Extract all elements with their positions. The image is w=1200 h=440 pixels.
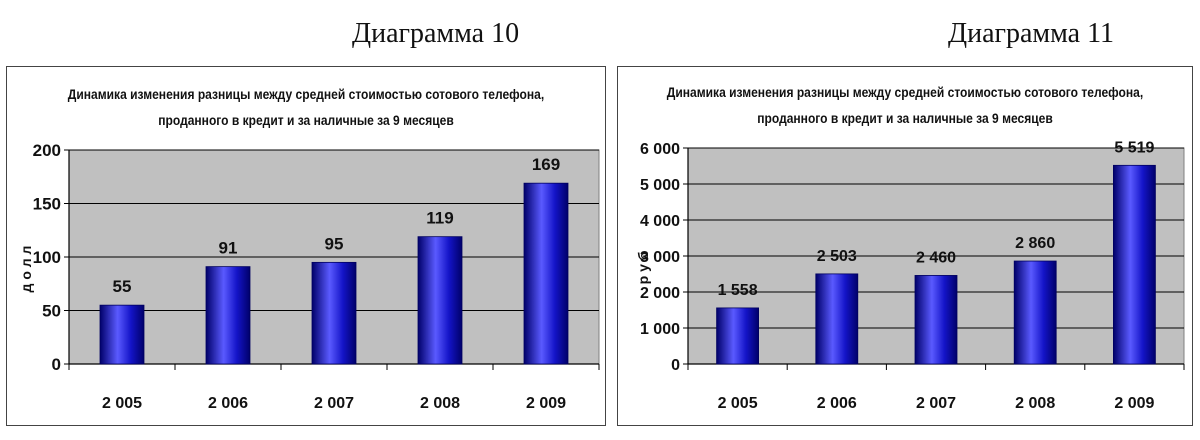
x-tick-label: 2 006: [817, 395, 857, 412]
bar: [99, 304, 145, 365]
chart-title-line-2: проданного в кредит и за наличные за 9 м…: [757, 110, 1053, 126]
chart-title: Динамика изменения разницы между средней…: [49, 81, 563, 133]
data-label: 55: [113, 277, 132, 296]
x-tick-label: 2 007: [314, 395, 354, 412]
chart-title-line-2: проданного в кредит и за наличные за 9 м…: [158, 112, 454, 128]
y-tick-label: 200: [33, 141, 61, 160]
y-tick-label: 0: [671, 357, 680, 374]
bar: [1013, 260, 1057, 365]
y-axis-label: д о л л: [18, 246, 34, 293]
figure-caption-11: Диаграмма 11: [948, 18, 1115, 49]
y-tick-label: 100: [33, 248, 61, 267]
data-label: 169: [532, 155, 560, 174]
y-tick-label: 0: [52, 355, 61, 374]
y-tick-label: 5 000: [640, 177, 680, 194]
data-label: 1 558: [718, 282, 758, 299]
chart-title-line-1: Динамика изменения разницы между средней…: [666, 84, 1144, 100]
bar: [205, 266, 251, 365]
x-tick-label: 2 009: [1114, 395, 1154, 412]
figure-caption-10: Диаграмма 10: [352, 18, 520, 49]
bar: [417, 236, 463, 365]
data-label: 119: [426, 209, 453, 228]
x-tick-label: 2 008: [420, 395, 460, 412]
chart-panel-10: Динамика изменения разницы между средней…: [6, 66, 606, 426]
data-label: 2 503: [817, 248, 857, 265]
x-tick-label: 2 007: [916, 395, 956, 412]
bar: [716, 307, 759, 365]
x-tick-label: 2 005: [718, 395, 758, 412]
data-label: 5 519: [1114, 139, 1154, 156]
y-tick-label: 6 000: [640, 141, 680, 158]
x-tick-label: 2 005: [102, 395, 142, 412]
chart-title-line-1: Динамика изменения разницы между средней…: [67, 86, 545, 102]
y-tick-label: 4 000: [640, 213, 680, 230]
chart-panel-11: Динамика изменения разницы между средней…: [617, 66, 1193, 426]
bar: [914, 275, 958, 365]
bar: [1112, 164, 1156, 365]
data-label: 2 460: [916, 249, 956, 266]
chart-title: Динамика изменения разницы между средней…: [658, 79, 1152, 131]
x-tick-label: 2 009: [526, 395, 566, 412]
y-tick-label: 2 000: [640, 285, 680, 302]
x-tick-label: 2 006: [208, 395, 248, 412]
y-tick-label: 150: [33, 195, 61, 214]
data-label: 95: [325, 234, 344, 253]
y-tick-label: 1 000: [640, 321, 680, 338]
bar: [815, 273, 859, 365]
bar: [523, 182, 569, 365]
y-axis-label: р у б: [635, 251, 651, 284]
bar-chart-10: 0 50 100 150 200 55 2 005 91 2 006 95 2 007 119 2 00…: [18, 141, 600, 412]
x-tick-label: 2 008: [1015, 395, 1055, 412]
bar: [311, 261, 357, 365]
data-label: 2 860: [1015, 235, 1055, 252]
data-label: 91: [219, 239, 238, 258]
y-tick-label: 3 000: [640, 249, 680, 266]
y-tick-label: 50: [42, 302, 61, 321]
bar-chart-11: 0 1 000 2 000 3 000 4 000 5 000 6 000 1 558 2 00…: [635, 139, 1185, 412]
